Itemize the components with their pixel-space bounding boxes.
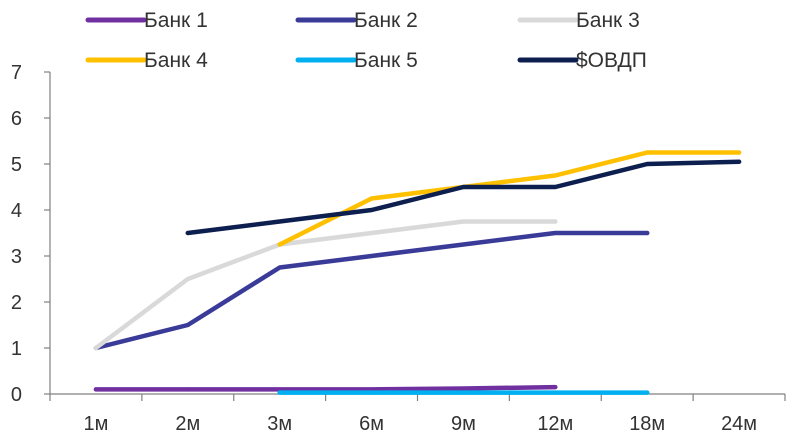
legend-label: $ОВДП — [576, 49, 647, 72]
data-point — [369, 254, 374, 258]
y-tick-label: 2 — [11, 292, 22, 314]
y-tick-label: 6 — [11, 108, 22, 130]
data-point — [737, 150, 742, 155]
x-tick-label: 3м — [267, 413, 292, 435]
series-line — [93, 230, 650, 351]
series-5 — [277, 390, 650, 395]
data-point — [737, 159, 742, 164]
series-line — [93, 219, 558, 351]
legend-item: Банк 1 — [85, 9, 208, 32]
data-point — [645, 231, 650, 235]
data-point — [277, 242, 282, 247]
data-point — [461, 185, 466, 189]
chart-legend: Банк 1 Банк 2 Банк 3 Банк 4 Банк 5 $ОВДП — [85, 9, 647, 72]
data-point — [369, 231, 374, 235]
data-point — [369, 390, 374, 395]
data-point — [369, 196, 374, 201]
data-point — [277, 219, 282, 224]
legend-label: Банк 4 — [144, 49, 208, 72]
data-point — [645, 162, 650, 166]
series-4 — [277, 150, 742, 247]
x-tick-label: 9м — [451, 413, 476, 435]
x-tick-label: 6м — [359, 413, 384, 435]
x-tick-label: 18м — [629, 413, 665, 435]
legend-item: Банк 2 — [295, 9, 418, 32]
x-tick-label: 24м — [721, 413, 757, 435]
legend-label: Банк 1 — [144, 9, 208, 32]
y-tick-label: 7 — [11, 62, 22, 84]
series-1 — [93, 384, 558, 392]
y-tick-label: 5 — [11, 154, 22, 176]
x-tick-label: 1м — [84, 413, 109, 435]
legend-item: $ОВДП — [517, 49, 647, 72]
y-axis: 0 1 2 3 4 5 6 7 — [11, 62, 51, 406]
data-point — [461, 390, 466, 395]
data-point — [553, 390, 558, 395]
x-tick-label: 12м — [537, 413, 573, 435]
series-layer — [93, 150, 742, 395]
series-2 — [93, 230, 650, 351]
data-point — [645, 150, 650, 155]
series-line — [93, 384, 558, 392]
data-point — [553, 185, 558, 189]
legend-item: Банк 3 — [517, 9, 640, 32]
y-tick-label: 1 — [11, 338, 22, 360]
x-tick-label: 2м — [175, 413, 200, 435]
data-point — [93, 387, 98, 392]
y-tick-label: 4 — [11, 200, 22, 222]
data-point — [461, 242, 466, 247]
y-tick-label: 3 — [11, 246, 22, 268]
legend-label: Банк 2 — [354, 9, 418, 32]
data-point — [185, 277, 190, 281]
series-6 — [185, 159, 742, 236]
data-point — [553, 385, 558, 390]
data-point — [553, 219, 558, 224]
legend-item: Банк 4 — [85, 49, 208, 72]
legend-item: Банк 5 — [295, 49, 418, 72]
data-point — [461, 219, 466, 224]
data-point — [645, 390, 650, 395]
data-point — [461, 386, 466, 391]
data-point — [553, 231, 558, 235]
data-point — [369, 208, 374, 212]
data-point — [185, 323, 190, 327]
data-point — [277, 390, 282, 395]
legend-label: Банк 3 — [576, 9, 640, 32]
data-point — [185, 231, 190, 235]
legend-label: Банк 5 — [354, 49, 418, 72]
data-point — [185, 387, 190, 392]
data-point — [553, 173, 558, 178]
series-line — [277, 150, 742, 247]
x-axis: 1м 2м 3м 6м 9м 12м 18м 24м — [49, 393, 786, 435]
data-point — [93, 346, 98, 350]
y-tick-label: 0 — [11, 384, 22, 406]
series-3 — [93, 219, 558, 351]
data-point — [277, 265, 282, 270]
